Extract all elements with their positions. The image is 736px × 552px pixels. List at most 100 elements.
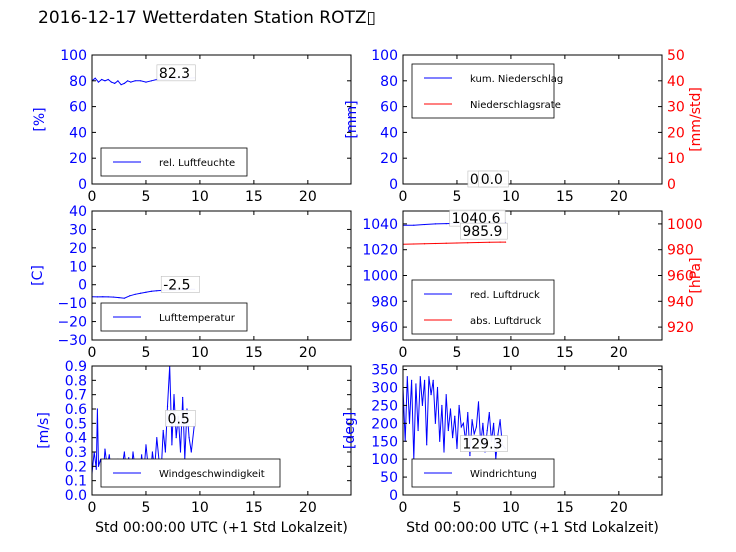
axes-frame <box>91 365 352 496</box>
data-point <box>104 80 106 82</box>
y-tick-label: 250 <box>371 398 398 414</box>
y-tick-label: 0.4 <box>65 431 87 447</box>
x-tick-label: 5 <box>141 189 150 205</box>
data-point <box>127 80 129 82</box>
y-axis-label: [%] <box>32 107 48 131</box>
data-point <box>182 396 184 399</box>
data-point <box>419 376 421 378</box>
data-point <box>449 408 452 410</box>
data-point <box>467 411 469 414</box>
data-point <box>406 376 408 378</box>
y-tick-label: 100 <box>371 452 398 468</box>
data-point <box>150 290 152 292</box>
y-tick-label: 1040 <box>362 217 398 233</box>
data-point <box>134 293 136 295</box>
data-point <box>175 437 177 439</box>
subplot-pressure: 0 5 10 15 20 960 980 1000 1020 1040 920 940 960 980 10… <box>362 209 704 361</box>
x-tick-label: 15 <box>556 345 574 361</box>
data-point <box>139 292 142 294</box>
series-line-winddirection-0 <box>403 376 506 460</box>
annotation-box <box>460 222 508 240</box>
data-point <box>488 241 490 243</box>
data-point <box>428 376 430 378</box>
y-axis-label: [deg] <box>342 412 358 449</box>
y2-tick-label: 960 <box>667 269 694 285</box>
y2-tick-label: 20 <box>667 125 685 141</box>
data-point <box>94 77 96 79</box>
data-point <box>434 223 436 225</box>
y-tick-label: 0.8 <box>65 373 87 389</box>
y-tick-label: 80 <box>69 74 87 90</box>
x-tick-label: 0 <box>399 500 408 516</box>
data-point <box>456 447 458 450</box>
annotation-box <box>160 276 200 293</box>
x-axis-label: Std 00:00:00 UTC (+1 Std Lokalzeit) <box>95 520 348 536</box>
x-tick-label: 15 <box>556 500 574 516</box>
series-line-pressure-1 <box>403 241 506 245</box>
subplot-temperature: 0 5 10 15 20 −30 −20 −10 0 10 20 30 40 [C] Lufttempera… <box>30 204 352 361</box>
data-point <box>473 433 475 435</box>
y2-axis-label: [hPa] <box>688 257 704 293</box>
annotation-label: 0.0 <box>481 172 503 188</box>
y-tick-label: −30 <box>57 333 87 349</box>
data-point <box>173 394 175 396</box>
y2-tick-label: 1000 <box>667 217 703 233</box>
x-tick-label: 0 <box>88 345 97 361</box>
y-tick-label: 0.0 <box>65 488 87 504</box>
axes-frame <box>91 210 352 341</box>
y-tick-label: 1000 <box>362 269 398 285</box>
data-point <box>467 242 469 244</box>
axes-frame <box>91 54 352 185</box>
y-tick-label: 30 <box>69 222 87 238</box>
x-tick-label: 10 <box>191 500 209 516</box>
data-point <box>413 243 415 245</box>
y-tick-label: 300 <box>371 381 398 397</box>
data-point <box>102 296 104 298</box>
annotation-box <box>165 410 196 427</box>
data-point <box>460 426 462 428</box>
data-point <box>432 379 434 381</box>
x-tick-label: 10 <box>502 345 520 361</box>
data-point <box>130 81 132 83</box>
y-tick-label: 980 <box>371 294 398 310</box>
x-tick-label: 15 <box>245 345 263 361</box>
annotation-label: -2.5 <box>163 277 190 293</box>
legend: red. Luftdruck abs. Luftdruck <box>411 279 555 335</box>
data-point <box>499 241 501 243</box>
y2-axis-label: [mm/std] <box>688 87 704 152</box>
legend-label: Windgeschwindigkeit <box>159 469 265 480</box>
data-point <box>482 422 484 424</box>
data-point <box>101 78 103 81</box>
y-tick-label: 0 <box>78 278 87 294</box>
annotation-label: 129.3 <box>462 437 502 453</box>
y-tick-label: 350 <box>371 363 398 379</box>
data-point <box>117 80 119 82</box>
data-point <box>436 386 439 389</box>
data-point <box>179 451 182 453</box>
y-tick-label: 100 <box>60 48 87 64</box>
x-tick-label: 5 <box>452 345 461 361</box>
legend-label: red. Luftdruck <box>470 290 540 301</box>
legend-label: Niederschlagsrate <box>470 100 561 111</box>
annotation-label: 0.5 <box>168 411 190 427</box>
x-tick-label: 0 <box>88 500 97 516</box>
data-point <box>445 394 447 396</box>
data-point <box>141 454 143 456</box>
legend: kum. Niederschlag Niederschlagsrate <box>411 63 563 119</box>
data-point <box>499 419 501 421</box>
y2-tick-label: 10 <box>667 151 685 167</box>
legend-label: rel. Luftfeuchte <box>159 158 235 169</box>
y-tick-label: 60 <box>69 100 87 116</box>
legend: Windgeschwindigkeit <box>100 458 281 488</box>
data-point <box>107 78 109 81</box>
data-point <box>439 440 441 442</box>
data-point <box>434 242 436 245</box>
data-point <box>445 223 447 225</box>
y-tick-label: 200 <box>371 416 398 432</box>
data-point <box>110 81 113 83</box>
legend-box <box>411 63 555 119</box>
data-point <box>477 241 480 244</box>
data-point <box>423 223 426 226</box>
data-point <box>441 404 443 407</box>
data-point <box>129 295 131 297</box>
